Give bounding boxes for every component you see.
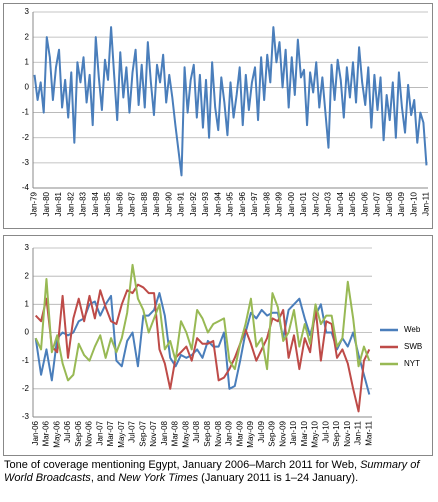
x-tick-label: Jan-08 <box>385 191 394 216</box>
y-tick-label: 2 <box>25 32 30 41</box>
x-tick-label: Jan-11 <box>422 191 431 215</box>
x-tick-label: Jan-81 <box>54 191 63 216</box>
x-tick-label: Jul-09 <box>257 420 266 442</box>
y-tick-label: -1 <box>22 356 30 365</box>
x-tick-label: Jan-11 <box>354 420 363 444</box>
x-tick-label: Jan-89 <box>152 191 161 216</box>
y-tick-label: 2 <box>25 271 30 280</box>
x-tick-label: Jan-87 <box>128 191 137 216</box>
x-tick-label: Jan-90 <box>164 191 173 216</box>
x-tick-label: Mar-10 <box>300 420 309 446</box>
x-tick-label: May-10 <box>311 420 320 447</box>
x-tick-label: Jan-82 <box>66 191 75 216</box>
x-tick-label: Jan-93 <box>201 191 210 216</box>
x-tick-label: Sep-06 <box>74 420 83 446</box>
y-tick-label: -3 <box>22 412 30 421</box>
x-tick-label: Nov-07 <box>149 420 158 446</box>
x-tick-label: Jul-07 <box>128 420 137 442</box>
x-tick-label: Jan-85 <box>103 191 112 216</box>
x-tick-label: Nov-06 <box>85 420 94 446</box>
x-tick-label: Mar-06 <box>42 420 51 446</box>
x-tick-label: Jul-06 <box>63 420 72 442</box>
caption-text: Summary of World Broadcasts <box>4 459 420 484</box>
x-tick-label: Jan-04 <box>336 191 345 216</box>
x-tick-label: Jan-07 <box>95 420 104 445</box>
y-tick-label: -3 <box>22 158 30 167</box>
x-tick-label: May-08 <box>181 420 190 447</box>
x-tick-label: Jan-94 <box>213 191 222 216</box>
x-tick-label: Jan-01 <box>299 191 308 216</box>
x-tick-label: May-09 <box>246 420 255 447</box>
y-tick-label: -2 <box>22 384 30 393</box>
x-tick-label: Jan-98 <box>262 191 271 216</box>
x-tick-label: Jan-80 <box>42 191 51 216</box>
charts: -4 -3 -2 -1 0 1 2 3 Jan-79 Jan-80 Jan-81 Jan-82 Jan-… <box>3 3 433 456</box>
x-tick-label: Jan-83 <box>79 191 88 216</box>
x-tick-label: Nov-09 <box>278 420 287 446</box>
y-tick-label: 3 <box>25 243 30 252</box>
legend-label: NYT <box>404 359 420 368</box>
x-tick-label: Mar-11 <box>364 420 373 445</box>
x-tick-label: Jan-08 <box>160 420 169 445</box>
y-tick-label: -4 <box>22 183 30 192</box>
x-tick-label: Jan-86 <box>115 191 124 216</box>
x-tick-label: Jan-10 <box>289 420 298 445</box>
x-tick-label: Jan-03 <box>324 191 333 216</box>
x-tick-label: Jan-88 <box>140 191 149 216</box>
x-tick-label: Jan-05 <box>348 191 357 216</box>
x-tick-label: Mar-07 <box>106 420 115 446</box>
x-tick-label: Jan-06 <box>360 191 369 216</box>
x-tick-label: May-07 <box>117 420 126 447</box>
x-tick-label: Jan-97 <box>250 191 259 216</box>
x-tick-label: Jan-10 <box>409 191 418 216</box>
x-tick-label: Sep-08 <box>203 420 212 446</box>
y-tick-label: 1 <box>25 57 30 66</box>
y-tick-label: 0 <box>25 328 30 337</box>
x-tick-label: Jan-06 <box>31 420 40 445</box>
x-tick-label: Jan-79 <box>30 191 39 216</box>
caption-text: Tone of coverage mentioning Egypt, Janua… <box>4 459 361 471</box>
legend-label: SWB <box>404 342 422 351</box>
x-tick-label: Jan-84 <box>91 191 100 216</box>
x-tick-label: Jan-09 <box>225 420 234 445</box>
y-tick-label: 3 <box>25 7 30 16</box>
series-line <box>33 26 428 177</box>
x-tick-label: Sep-07 <box>138 420 147 446</box>
x-tick-label: Jan-95 <box>226 191 235 216</box>
caption-text: (January 2011 is 1–24 January). <box>198 472 359 484</box>
series-line <box>34 263 371 382</box>
x-tick-label: Jan-91 <box>177 191 186 216</box>
x-tick-label: Jan-09 <box>397 191 406 216</box>
x-tick-label: Jan-96 <box>238 191 247 216</box>
x-tick-label: May-06 <box>52 420 61 447</box>
x-tick-label: Jan-00 <box>287 191 296 216</box>
x-tick-label: Sep-10 <box>332 420 341 446</box>
x-tick-label: Jul-10 <box>321 420 330 442</box>
x-tick-label: Jan-92 <box>189 191 198 216</box>
x-tick-label: Mar-08 <box>171 420 180 446</box>
x-tick-label: Mar-09 <box>235 420 244 446</box>
caption: Tone of coverage mentioning Egypt, Janua… <box>4 459 432 485</box>
y-tick-label: 1 <box>25 299 30 308</box>
caption-text: , and <box>90 472 119 484</box>
x-tick-label: Jul-08 <box>192 420 201 442</box>
y-tick-label: -2 <box>22 133 30 142</box>
legend-label: Web <box>404 325 421 334</box>
x-tick-label: Sep-09 <box>268 420 277 446</box>
y-tick-label: -1 <box>22 108 30 117</box>
x-tick-label: Jan-02 <box>311 191 320 216</box>
y-tick-label: 0 <box>25 83 30 92</box>
x-tick-label: Nov-10 <box>343 420 352 446</box>
x-tick-label: Jan-07 <box>373 191 382 216</box>
caption-text: New York Times <box>118 472 199 484</box>
x-tick-label: Nov-08 <box>214 420 223 446</box>
x-tick-label: Jan-99 <box>275 191 284 216</box>
